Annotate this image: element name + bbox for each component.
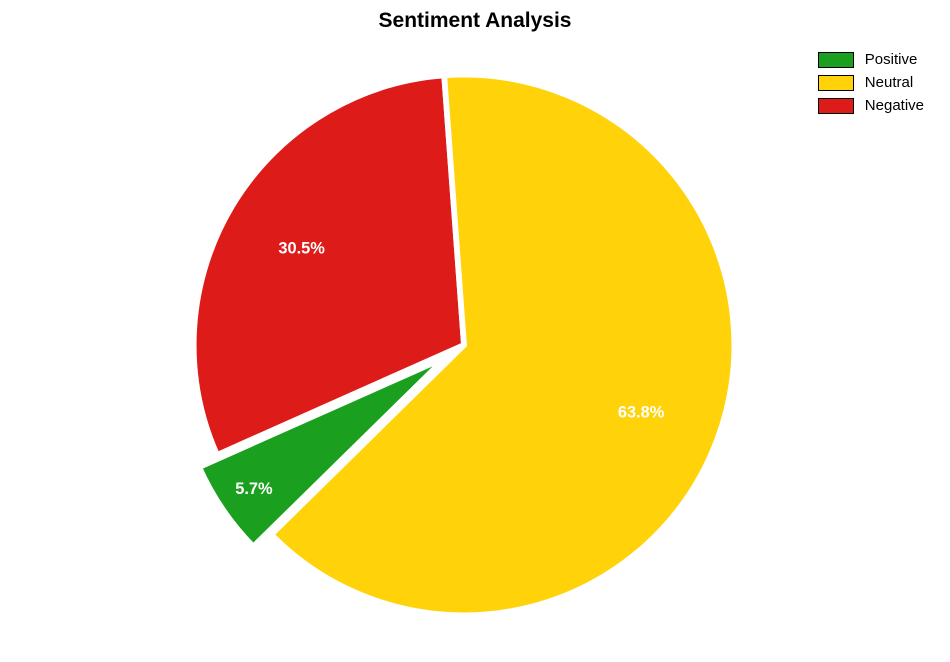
legend: Positive Neutral Negative [818, 48, 924, 117]
slice-label-neutral: 63.8% [618, 403, 665, 421]
legend-swatch-negative [818, 98, 854, 114]
slice-label-negative: 30.5% [278, 240, 325, 258]
legend-label: Negative [865, 97, 924, 114]
legend-label: Positive [865, 51, 918, 68]
legend-item: Neutral [818, 71, 924, 94]
chart-title: Sentiment Analysis [0, 9, 950, 33]
pie-chart: 30.5% 5.7% 63.8% [184, 65, 744, 625]
slice-label-positive: 5.7% [235, 480, 273, 498]
legend-label: Neutral [865, 74, 913, 91]
legend-swatch-positive [818, 52, 854, 68]
legend-item: Negative [818, 94, 924, 117]
legend-swatch-neutral [818, 75, 854, 91]
legend-item: Positive [818, 48, 924, 71]
